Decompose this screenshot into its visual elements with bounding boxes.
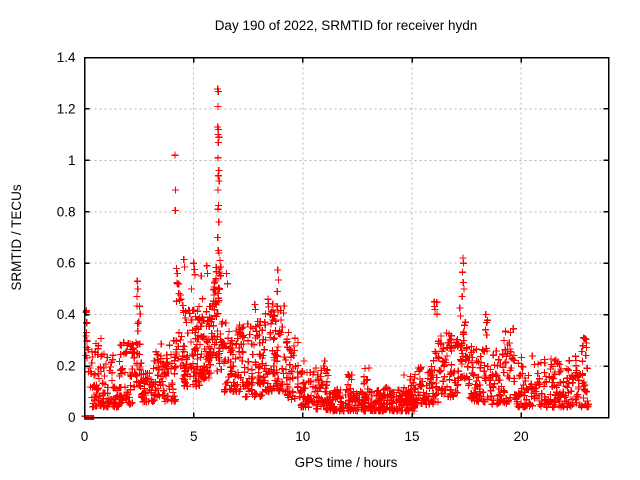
data-layer	[81, 85, 592, 420]
y-tick-label: 1	[68, 153, 76, 168]
x-tick-label: 20	[514, 429, 529, 444]
y-tick-label: 0.4	[57, 307, 76, 322]
x-tick-label: 15	[404, 429, 419, 444]
y-tick-label: 0.8	[57, 204, 76, 219]
y-tick-label: 0	[68, 410, 76, 425]
x-tick-label: 0	[81, 429, 89, 444]
gridlines	[84, 57, 609, 418]
x-axis-label: GPS time / hours	[295, 455, 398, 470]
y-tick-label: 1.4	[57, 50, 76, 65]
plot-border	[83, 56, 610, 419]
y-tick-label: 0.6	[57, 256, 76, 271]
grid-layer	[84, 57, 609, 418]
tick-marks	[83, 56, 609, 419]
y-axis-label: SRMTID / TECUs	[9, 184, 24, 291]
y-tick-label: 1.2	[57, 101, 76, 116]
y-tick-label: 0.2	[57, 359, 76, 374]
x-tick-label: 5	[190, 429, 198, 444]
x-tick-label: 10	[295, 429, 310, 444]
tick-label-layer: 0 0.2 0.4 0.6 0.8 1 1.2 1.4 0 5 10 15 20	[57, 50, 529, 444]
data-points	[81, 85, 592, 420]
frame-layer	[83, 56, 610, 419]
chart-title: Day 190 of 2022, SRMTID for receiver hyd…	[215, 18, 478, 33]
